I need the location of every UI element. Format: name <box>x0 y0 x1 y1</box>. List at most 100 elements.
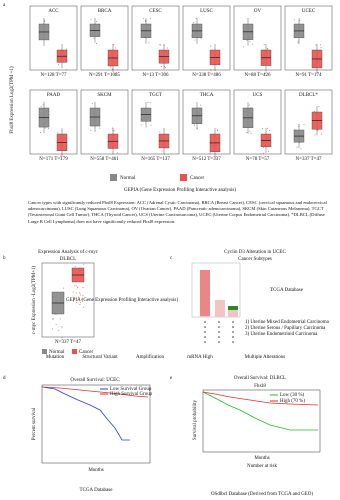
point <box>262 146 264 148</box>
grid-dot <box>218 336 220 338</box>
point <box>116 72 118 74</box>
label: Cyclin D3 Alteration in UCEC <box>224 250 286 255</box>
label: N=91 T=174 <box>296 73 322 78</box>
point <box>140 124 142 126</box>
point <box>210 69 212 71</box>
label: 2) Uterine Serous / Papillary Carcinoma <box>245 326 326 331</box>
label: Normal <box>49 350 65 355</box>
point <box>160 44 162 46</box>
label: N=78 T=57 <box>246 157 270 162</box>
point <box>267 150 269 152</box>
label: Cancer <box>190 176 204 181</box>
point <box>42 104 44 106</box>
point <box>193 124 195 126</box>
label: OSdlbcl Database (Derived from TCGA and … <box>211 492 313 497</box>
point <box>246 39 248 41</box>
point <box>260 153 262 155</box>
point <box>263 44 265 46</box>
point <box>166 47 168 49</box>
point <box>110 66 112 68</box>
legend-swatch <box>42 349 47 354</box>
label: OV <box>254 9 262 14</box>
point <box>78 296 80 298</box>
point <box>159 44 161 46</box>
label: mRNA High <box>187 355 213 360</box>
point <box>317 129 319 131</box>
label: c <box>170 256 173 261</box>
point <box>293 19 295 21</box>
point <box>315 44 317 46</box>
point <box>210 45 212 47</box>
point <box>80 294 82 296</box>
point <box>303 123 305 125</box>
point <box>90 18 92 20</box>
label: Months <box>88 468 103 473</box>
label: Normal <box>120 176 136 181</box>
point <box>96 21 98 23</box>
point <box>99 127 101 129</box>
point <box>143 18 145 20</box>
label: c-myc Expression -Log2(TPM+1) <box>32 265 37 334</box>
label: N=128 T=77 <box>41 73 67 78</box>
label: Expression Analysis of c-myc <box>38 250 99 255</box>
point <box>58 329 60 331</box>
point <box>44 127 46 129</box>
grid-dot <box>218 331 220 333</box>
point <box>55 324 57 326</box>
label: THCA <box>200 93 214 98</box>
label: N=337 T=47 <box>55 340 81 345</box>
label: Overall Survival: DLBCL <box>234 376 286 381</box>
label: UCEC <box>302 9 316 14</box>
label: TGCT <box>149 93 162 98</box>
point <box>90 129 92 131</box>
point <box>165 67 167 69</box>
survival-curve <box>41 386 130 441</box>
point <box>58 63 60 65</box>
point <box>194 39 196 41</box>
box-panel <box>80 5 129 71</box>
point <box>44 20 46 22</box>
grid-dot <box>218 321 220 323</box>
box-panel <box>182 5 231 71</box>
point <box>320 44 322 46</box>
label: GEPIA (Gene Expression Profiling Interac… <box>124 188 236 193</box>
grid-dot <box>232 321 234 323</box>
point <box>60 155 62 157</box>
label: DLBCL <box>60 257 76 262</box>
point <box>268 130 270 132</box>
label: Number at risk <box>247 464 277 469</box>
label: TCGA Database <box>270 288 304 293</box>
grid-dot <box>204 321 206 323</box>
grid-dot <box>218 326 220 328</box>
point <box>47 128 49 130</box>
point <box>61 337 63 339</box>
point <box>114 47 116 49</box>
point <box>150 124 152 126</box>
label: LUSC <box>200 9 213 14</box>
point <box>318 105 320 107</box>
point <box>144 19 146 21</box>
label: N=171 T=179 <box>39 157 68 162</box>
point <box>246 132 248 134</box>
label: Cancer Subtypes <box>238 257 272 262</box>
grid-dot <box>232 331 234 333</box>
point <box>262 152 264 154</box>
label: 1) Uterine Mixed Endometrial Carcinoma <box>245 320 330 325</box>
point <box>72 291 74 293</box>
point <box>113 44 115 46</box>
label: PAAD <box>47 93 61 98</box>
point <box>65 69 67 71</box>
box-panel <box>233 89 282 155</box>
label: Fbxl8 <box>254 384 266 389</box>
point <box>297 42 299 44</box>
point <box>40 131 42 133</box>
point <box>74 284 76 286</box>
point <box>159 131 161 133</box>
grid-dot <box>204 326 206 328</box>
box-panel <box>80 89 129 155</box>
label: Survival probability <box>193 399 198 440</box>
survival-curve <box>41 386 149 398</box>
point <box>297 40 299 42</box>
point <box>79 292 81 294</box>
